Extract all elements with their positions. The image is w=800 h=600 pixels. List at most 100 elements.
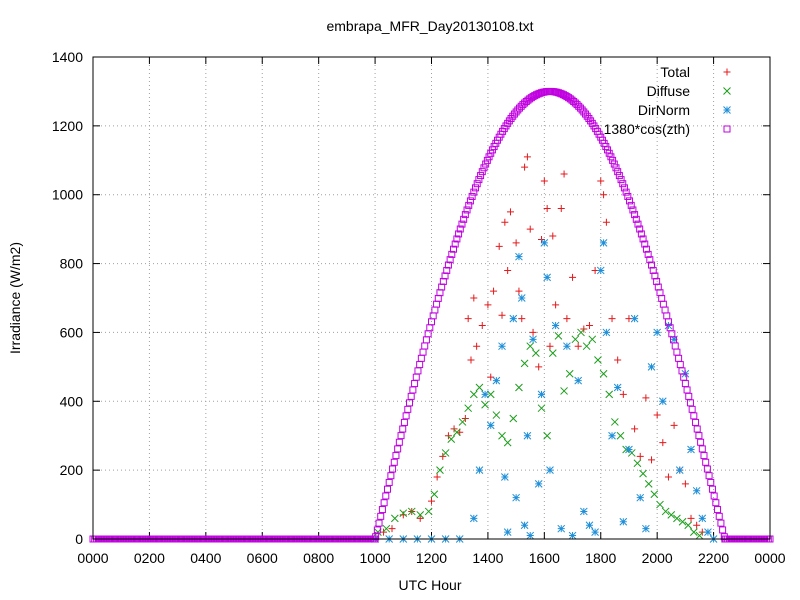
data-point <box>388 525 396 533</box>
data-point <box>596 266 605 275</box>
data-point <box>684 521 693 530</box>
x-tick-label: 0600 <box>247 550 278 566</box>
legend-marker <box>723 68 731 76</box>
data-point <box>608 315 616 323</box>
x-tick-label: 2200 <box>698 550 729 566</box>
data-point <box>579 507 588 516</box>
data-point <box>390 458 398 466</box>
data-point <box>477 172 485 180</box>
data-point <box>625 445 633 454</box>
data-point <box>702 458 710 466</box>
data-point <box>521 163 529 171</box>
data-point <box>469 390 478 399</box>
data-point <box>532 349 540 357</box>
data-point <box>670 335 678 344</box>
data-point <box>692 418 700 426</box>
y-axis-label: Irradiance (W/m2) <box>7 242 23 354</box>
data-point <box>537 390 546 399</box>
data-point <box>641 240 649 248</box>
y-axis-ticks: 0 200 400 600 800 1000 1200 1400 <box>52 49 770 547</box>
data-point <box>658 397 667 406</box>
data-point <box>397 432 405 440</box>
data-point <box>703 465 711 473</box>
data-point <box>526 225 534 233</box>
data-point <box>642 245 650 253</box>
data-point <box>492 376 501 385</box>
data-point <box>693 521 701 529</box>
data-point <box>546 466 554 474</box>
data-point <box>549 232 557 240</box>
data-point <box>599 369 608 378</box>
data-point <box>577 328 585 337</box>
data-point <box>715 512 723 520</box>
data-point <box>455 230 463 238</box>
data-point <box>460 215 468 223</box>
data-point <box>613 383 622 392</box>
data-point <box>602 218 610 226</box>
data-point <box>697 438 705 446</box>
data-point <box>636 493 645 502</box>
data-point <box>473 180 481 188</box>
data-point <box>637 230 645 238</box>
data-point <box>548 349 557 357</box>
data-point <box>642 394 650 402</box>
data-point <box>520 359 529 368</box>
data-point <box>690 412 698 420</box>
data-point <box>470 188 478 196</box>
data-point <box>571 335 580 344</box>
data-point <box>498 342 506 351</box>
data-point <box>475 176 483 184</box>
data-point <box>617 176 625 184</box>
data-point <box>710 492 718 500</box>
data-point <box>443 266 451 274</box>
data-point <box>644 480 653 488</box>
data-point <box>632 215 640 223</box>
data-point <box>574 376 583 385</box>
data-point <box>609 156 617 164</box>
data-point <box>506 208 514 216</box>
data-point <box>395 438 403 446</box>
data-point <box>461 211 469 219</box>
x-tick-label: 1400 <box>472 550 503 566</box>
data-point <box>653 328 662 337</box>
data-point <box>450 245 458 253</box>
data-point <box>650 490 659 499</box>
data-point <box>473 342 481 350</box>
data-point <box>456 225 464 233</box>
data-point <box>619 390 627 398</box>
y-tick-label: 1200 <box>52 118 83 134</box>
data-point <box>481 390 489 399</box>
data-point <box>670 421 678 429</box>
data-point <box>540 177 548 185</box>
data-point <box>486 421 495 430</box>
data-point <box>681 480 689 488</box>
data-point <box>475 383 484 392</box>
legend-label: 1380*cos(zth) <box>604 121 690 137</box>
data-point <box>639 235 647 243</box>
data-point <box>615 172 623 180</box>
data-point <box>594 356 602 364</box>
data-point <box>704 528 712 536</box>
data-point <box>518 315 526 323</box>
data-point <box>394 445 402 453</box>
data-point <box>546 342 554 350</box>
x-axis-label: UTC Hour <box>398 577 461 593</box>
x-tick-label: 0000 <box>754 550 785 566</box>
data-point <box>565 369 574 378</box>
data-point <box>551 321 560 330</box>
data-point <box>554 332 563 340</box>
data-point <box>568 531 577 540</box>
data-point <box>648 261 656 269</box>
legend-marker <box>723 87 731 95</box>
y-tick-label: 600 <box>60 324 84 340</box>
x-tick-label: 0000 <box>77 550 108 566</box>
data-point <box>466 197 474 205</box>
data-point <box>626 197 634 205</box>
data-point <box>486 390 495 399</box>
data-point <box>484 301 492 309</box>
x-tick-label: 1600 <box>529 550 560 566</box>
legend-marker <box>723 125 731 133</box>
data-point <box>563 342 571 351</box>
